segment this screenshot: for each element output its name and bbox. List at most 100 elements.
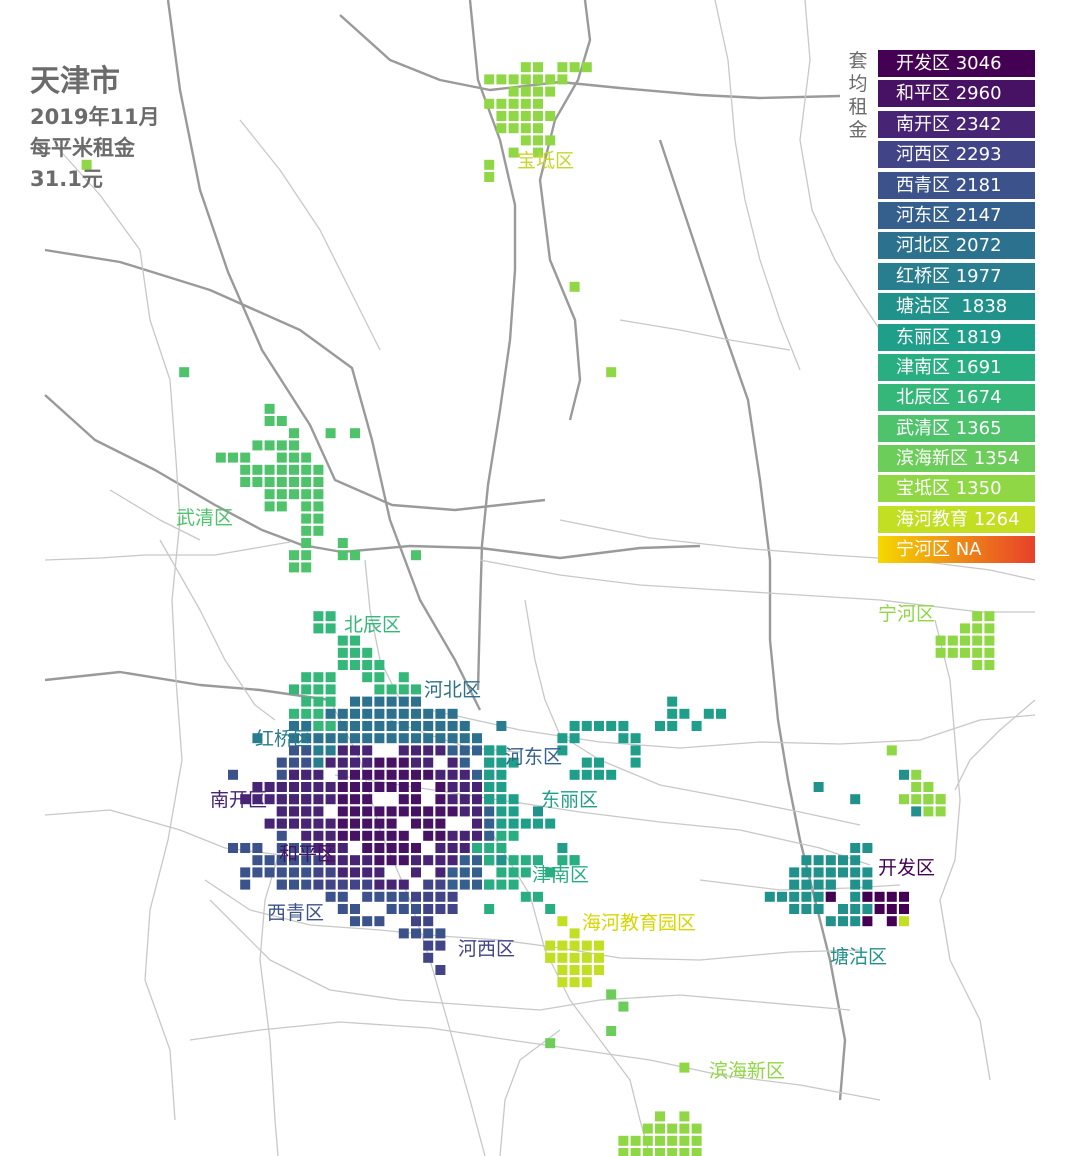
rent-cell xyxy=(777,891,787,902)
rent-cell xyxy=(630,757,641,768)
rent-cell xyxy=(240,452,251,463)
rent-cell xyxy=(276,867,287,878)
legend-item: 红桥区 1977 xyxy=(878,262,1035,290)
rent-cell xyxy=(386,830,397,841)
rent-cell xyxy=(264,782,275,792)
rent-cell xyxy=(520,135,531,146)
rent-cell xyxy=(374,891,385,902)
rent-cell xyxy=(520,818,531,829)
rent-cell xyxy=(581,965,592,975)
rent-cell xyxy=(533,86,543,97)
rent-cell xyxy=(313,782,324,792)
rent-cell xyxy=(350,721,360,731)
rent-cell xyxy=(386,855,397,866)
rent-cell xyxy=(337,769,348,780)
rent-cell xyxy=(642,1148,653,1156)
district-label: 河东区 xyxy=(505,746,563,768)
rent-cell xyxy=(508,855,519,866)
rent-cell xyxy=(350,428,360,439)
rent-cell xyxy=(325,843,336,853)
rent-cell xyxy=(813,867,824,878)
rent-cell xyxy=(350,733,360,744)
rent-cell xyxy=(350,660,360,670)
rent-cell xyxy=(850,855,861,866)
rent-cell xyxy=(533,855,543,866)
legend-vertical-label: 套均租金 xyxy=(848,50,868,141)
rent-cell xyxy=(313,794,324,805)
rent-cell xyxy=(984,635,995,646)
rent-cell xyxy=(374,672,385,683)
rent-cell xyxy=(337,635,348,646)
rent-cell xyxy=(581,757,592,768)
rent-cell xyxy=(435,855,446,866)
rent-cell xyxy=(484,172,495,182)
rent-cell xyxy=(496,818,507,829)
rent-cell xyxy=(362,891,373,902)
rent-cell xyxy=(289,769,299,780)
rent-cell xyxy=(911,794,922,805)
rent-cell xyxy=(398,733,409,744)
rent-cell xyxy=(350,635,360,646)
rent-cell xyxy=(435,867,446,878)
district-label: 开发区 xyxy=(878,857,936,879)
rent-cell xyxy=(874,891,885,902)
rent-cell xyxy=(289,550,299,561)
rent-cell xyxy=(435,794,446,805)
rent-cell xyxy=(545,940,556,951)
rent-cell xyxy=(411,708,421,719)
rent-cell xyxy=(423,721,434,731)
rent-cell xyxy=(972,660,983,670)
subtitle-date: 2019年11月 xyxy=(30,105,160,129)
rent-cell xyxy=(569,977,580,988)
rent-cell xyxy=(325,428,336,439)
rent-cell xyxy=(447,794,458,805)
rent-cell xyxy=(264,416,275,426)
rent-cell xyxy=(935,806,946,817)
rent-cell xyxy=(313,879,324,890)
rent-cell xyxy=(472,818,482,829)
rent-cell xyxy=(581,62,592,73)
rent-cell xyxy=(569,928,580,939)
rent-cell xyxy=(374,806,385,817)
rent-cell xyxy=(496,843,507,853)
district-label: 东丽区 xyxy=(541,789,599,811)
rent-cell xyxy=(630,733,641,744)
rent-cell xyxy=(386,818,397,829)
district-label: 南开区 xyxy=(210,789,268,811)
rent-cell xyxy=(337,830,348,841)
subtitle-metric: 每平米租金 xyxy=(30,136,135,160)
rent-cell xyxy=(557,745,568,756)
rent-cell xyxy=(655,1123,665,1134)
road-line xyxy=(364,559,401,701)
rent-cell xyxy=(350,745,360,756)
rent-cell xyxy=(496,782,507,792)
rent-cell xyxy=(594,965,604,975)
rent-cell xyxy=(350,782,360,792)
rent-cell xyxy=(313,830,324,841)
rent-cell xyxy=(374,660,385,670)
rent-cell xyxy=(337,782,348,792)
rent-cell xyxy=(362,879,373,890)
rent-cell xyxy=(508,830,519,841)
rent-cell xyxy=(301,830,312,841)
rent-cell xyxy=(520,123,531,134)
rent-cell xyxy=(496,794,507,805)
rent-cell xyxy=(350,769,360,780)
rent-cell xyxy=(386,721,397,731)
district-label: 和平区 xyxy=(279,843,337,865)
rent-cell xyxy=(374,769,385,780)
rent-cell xyxy=(301,684,312,695)
rent-cell xyxy=(484,782,495,792)
rent-cell xyxy=(264,464,275,475)
rent-cell xyxy=(398,672,409,683)
rent-cell xyxy=(447,733,458,744)
rent-cell xyxy=(423,940,434,951)
rent-cell xyxy=(496,867,507,878)
rent-cell xyxy=(508,147,519,158)
rent-cell xyxy=(350,855,360,866)
rent-cell xyxy=(508,867,519,878)
rent-cell xyxy=(533,147,543,158)
rent-cell xyxy=(667,721,678,731)
rent-cell xyxy=(667,1148,678,1156)
rent-cell xyxy=(374,757,385,768)
